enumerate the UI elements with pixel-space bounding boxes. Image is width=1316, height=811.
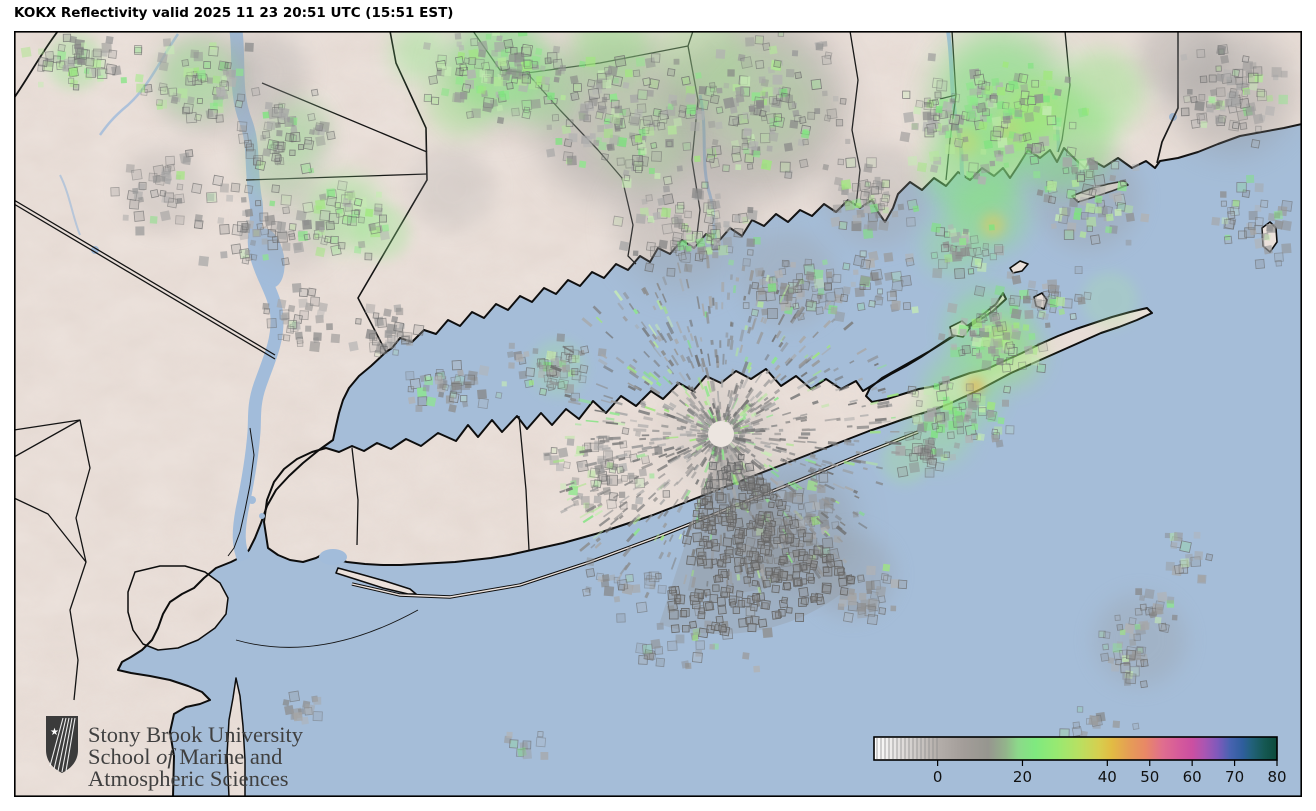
logo-line-2: School of Marine and [88,744,282,769]
logo-line-3: Atmospheric Sciences [88,766,289,791]
radar-clutter-layer [544,255,902,639]
colorbar-tick-label: 70 [1225,768,1244,786]
shield-star-icon: ★ [50,727,59,738]
echo-cell-layer [20,31,1293,760]
colorbar-tick-label: 80 [1267,768,1286,786]
map-border [14,31,1302,797]
colorbar-tick-label: 40 [1098,768,1117,786]
shield-rays [49,717,76,773]
page-title: KOKX Reflectivity valid 2025 11 23 20:51… [14,5,454,21]
university-logo: ★ Stony Brook University School of Marin… [46,716,304,791]
colorbar-tick-label: 20 [1013,768,1032,786]
colorbar-tick-label: 0 [933,768,943,786]
colorbar-tick-label: 60 [1183,768,1202,786]
radar-map: ★ Stony Brook University School of Marin… [14,31,1302,797]
reflectivity-colorbar: 0 20 40 50 60 70 80 [873,736,1287,786]
colorbar-tick-label: 50 [1140,768,1159,786]
boundary-lines [14,31,1179,701]
logo-line-1: Stony Brook University [88,722,304,747]
barrier-island [351,430,919,599]
radar-site-hole [708,421,734,447]
